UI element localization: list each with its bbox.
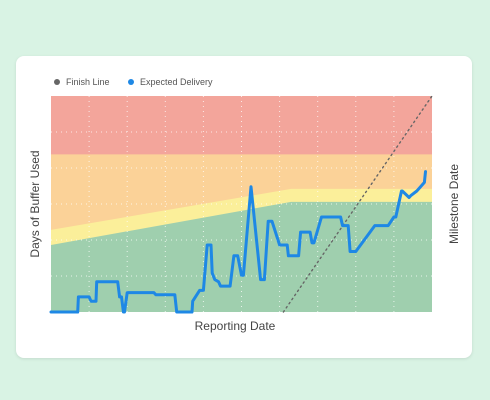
series-line-finish-line [282,95,433,313]
legend-item-expected-delivery: Expected Delivery [128,77,213,87]
series-lines [49,95,433,314]
legend-item-finish-line: Finish Line [54,77,110,87]
legend-label-finish-line: Finish Line [66,77,110,87]
grid [51,96,432,312]
legend-label-expected-delivery: Expected Delivery [140,77,213,87]
dot-icon [54,79,60,85]
y2-axis-title: Milestone Date [447,164,461,244]
series-line-expected-delivery [49,170,427,314]
x-axis-title: Reporting Date [195,319,276,333]
dot-icon [128,79,134,85]
y-axis-title: Days of Buffer Used [28,150,42,257]
